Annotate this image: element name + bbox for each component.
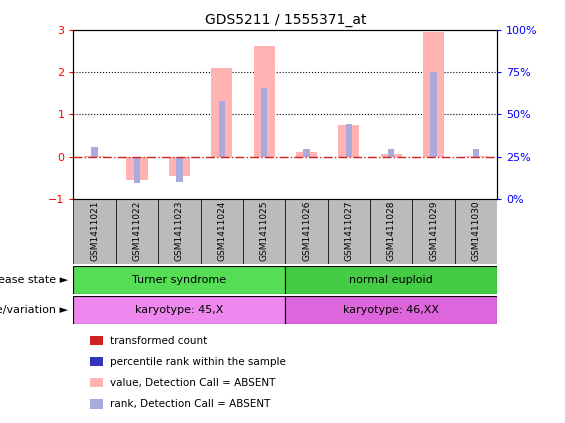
Text: GSM1411028: GSM1411028 <box>387 201 396 261</box>
Bar <box>412 199 455 264</box>
Bar <box>73 266 285 294</box>
Bar <box>201 199 243 264</box>
Bar <box>176 157 182 182</box>
Bar <box>134 157 140 183</box>
Bar <box>303 149 310 157</box>
Bar <box>296 152 317 157</box>
Bar <box>473 149 479 157</box>
Text: Turner syndrome: Turner syndrome <box>132 275 227 285</box>
Text: GSM1411030: GSM1411030 <box>472 201 480 261</box>
Bar <box>285 199 328 264</box>
Bar <box>116 199 158 264</box>
Text: GSM1411023: GSM1411023 <box>175 201 184 261</box>
Text: karyotype: 45,X: karyotype: 45,X <box>135 305 224 315</box>
Bar <box>169 157 190 176</box>
Bar <box>338 125 359 157</box>
Text: genotype/variation ►: genotype/variation ► <box>0 305 68 315</box>
Text: GSM1411025: GSM1411025 <box>260 201 268 261</box>
Bar <box>370 199 412 264</box>
Bar <box>466 156 486 157</box>
Bar <box>211 68 232 157</box>
Bar <box>285 296 497 324</box>
Text: GSM1411022: GSM1411022 <box>133 201 141 261</box>
Text: rank, Detection Call = ABSENT: rank, Detection Call = ABSENT <box>110 399 270 409</box>
Bar <box>423 32 444 157</box>
Bar <box>243 199 285 264</box>
Bar <box>285 266 497 294</box>
Text: disease state ►: disease state ► <box>0 275 68 285</box>
Text: GSM1411029: GSM1411029 <box>429 201 438 261</box>
Bar <box>455 199 497 264</box>
Bar <box>388 149 394 157</box>
Bar <box>381 154 402 157</box>
Text: GSM1411024: GSM1411024 <box>218 201 226 261</box>
Text: percentile rank within the sample: percentile rank within the sample <box>110 357 285 367</box>
Text: value, Detection Call = ABSENT: value, Detection Call = ABSENT <box>110 378 275 388</box>
Text: GSM1411027: GSM1411027 <box>345 201 353 261</box>
Bar <box>73 296 285 324</box>
Bar <box>92 147 98 157</box>
Bar <box>219 101 225 157</box>
Bar <box>261 88 267 157</box>
Text: transformed count: transformed count <box>110 335 207 346</box>
Bar <box>73 199 116 264</box>
Text: karyotype: 46,XX: karyotype: 46,XX <box>344 305 439 315</box>
Bar <box>254 46 275 157</box>
Bar <box>328 199 370 264</box>
Text: normal euploid: normal euploid <box>349 275 433 285</box>
Text: GSM1411021: GSM1411021 <box>90 201 99 261</box>
Bar <box>431 72 437 157</box>
Bar <box>158 199 201 264</box>
Bar <box>346 124 352 157</box>
Title: GDS5211 / 1555371_at: GDS5211 / 1555371_at <box>205 13 366 27</box>
Bar <box>84 156 105 157</box>
Bar <box>127 157 147 180</box>
Text: GSM1411026: GSM1411026 <box>302 201 311 261</box>
